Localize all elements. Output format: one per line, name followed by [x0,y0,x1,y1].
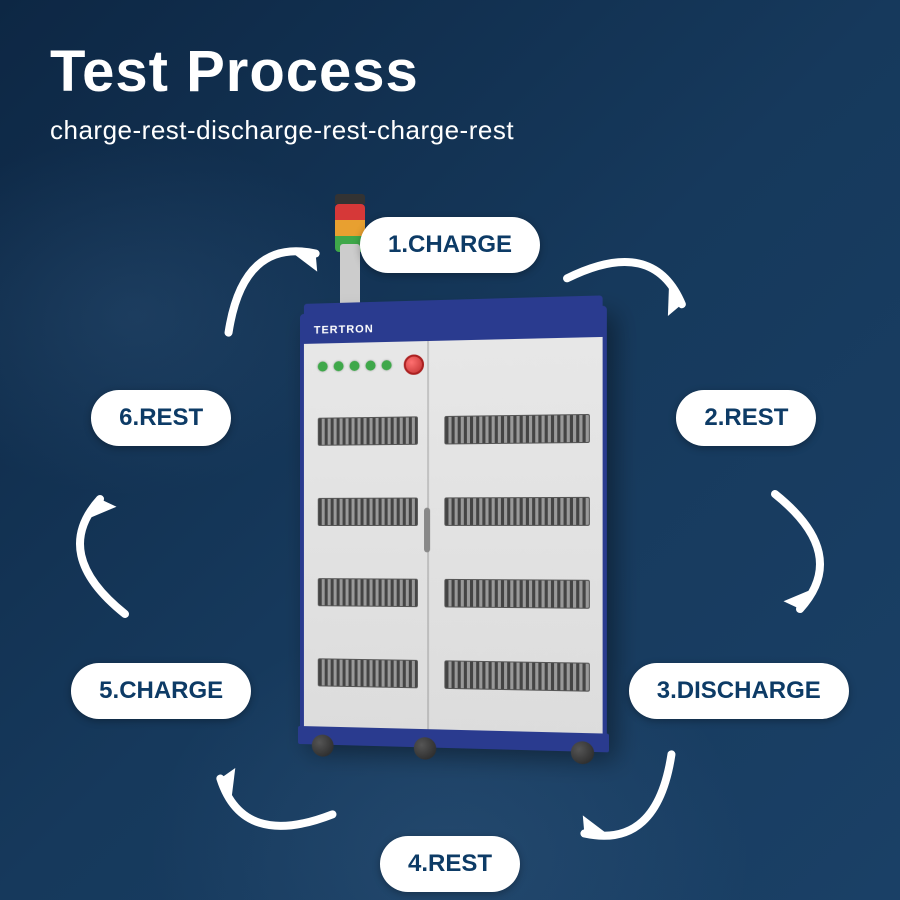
equipment-cabinet: TERTRON [300,306,607,753]
emergency-stop-button [404,355,424,376]
vent-grille [444,579,590,609]
status-led [318,362,328,372]
status-led [350,361,360,371]
cycle-step-2: 2.REST [676,390,816,446]
status-led [334,361,344,371]
cycle-step-1: 1.CHARGE [360,217,540,273]
cycle-arrow-icon [745,479,855,629]
tower-cap [335,194,365,204]
cycle-step-3: 3.DISCHARGE [629,663,849,719]
cabinet-caster [571,741,594,764]
vent-grille [318,659,418,689]
vent-grille [444,497,590,526]
vent-grille [318,417,418,446]
cabinet-base [298,726,609,752]
cabinet-caster [414,737,436,760]
brand-label: TERTRON [314,323,374,337]
cycle-arrow-icon [45,479,155,629]
control-panel [314,349,434,382]
cabinet-caster [312,735,334,758]
page-title: Test Process [50,38,514,105]
vent-grille [444,414,590,445]
page-subtitle: charge-rest-discharge-rest-charge-rest [50,115,514,146]
status-led [366,361,376,371]
door-handle [424,508,430,553]
header: Test Process charge-rest-discharge-rest-… [50,38,514,146]
cycle-step-5: 5.CHARGE [71,663,251,719]
tower-light-amber [335,220,365,236]
vent-grille [318,579,418,608]
status-led [382,360,392,370]
vent-grille [444,661,590,692]
cycle-diagram: TERTRON 1.CHARGE2.REST3.DISCHARGE4.REST5… [70,180,830,900]
equipment-illustration: TERTRON [300,314,600,794]
tower-light-red [335,204,365,220]
cycle-step-6: 6.REST [91,390,231,446]
vent-grille [318,498,418,526]
cycle-step-4: 4.REST [380,836,520,892]
